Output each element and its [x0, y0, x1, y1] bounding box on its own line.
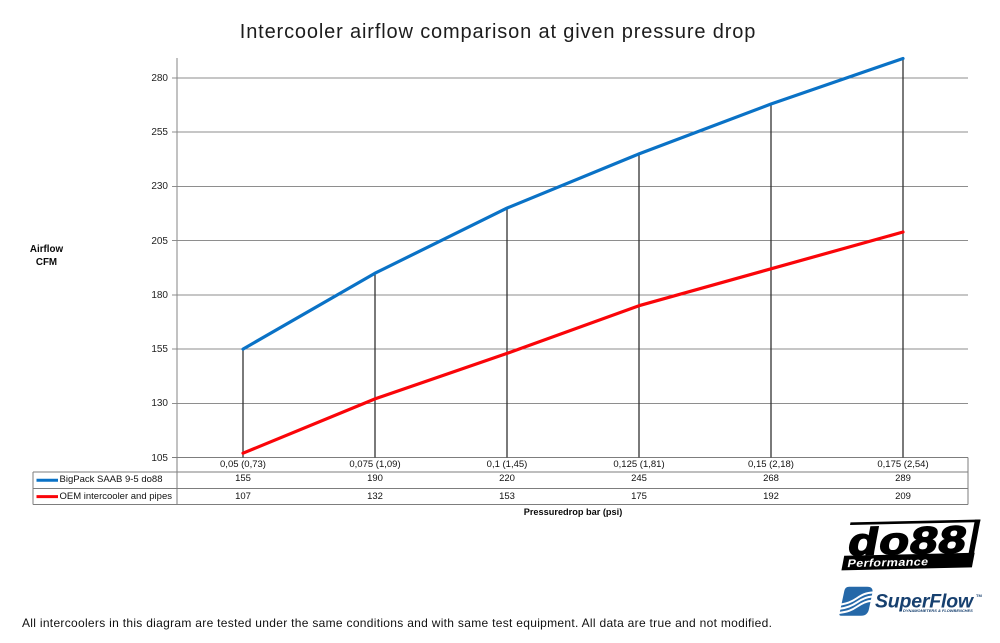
- svg-text:DYNAMOMETERS & FLOWBENCHES: DYNAMOMETERS & FLOWBENCHES: [903, 608, 973, 613]
- svg-text:Performance: Performance: [846, 555, 929, 570]
- svg-text:do88: do88: [845, 519, 972, 564]
- svg-text:SuperFlow: SuperFlow: [875, 591, 975, 613]
- svg-text:TM: TM: [976, 593, 982, 598]
